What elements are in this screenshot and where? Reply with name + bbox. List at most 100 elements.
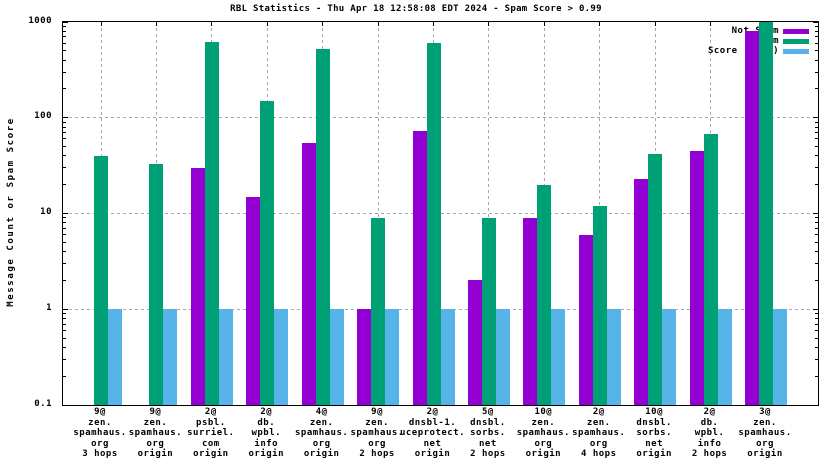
x-category-line: origin [193,449,229,459]
y-tick-label: 0.1 [34,398,52,409]
x-category-line: org [534,438,553,449]
y-tick-minor [815,375,818,377]
x-tick-top [599,22,601,26]
x-category-line: zen. [365,417,389,428]
y-tick-minor [815,50,818,52]
x-category-line: org [91,438,109,449]
y-tick-minor [815,126,818,128]
x-category-line: zen. [143,417,168,428]
x-category-line: 3@ [759,407,771,417]
x-tick-top [433,22,434,26]
x-category-line: 3 hops [82,449,118,459]
x-category-line: 4@ [315,407,328,417]
bar-score-0-1- [606,309,621,405]
y-tick-major [813,117,818,119]
y-tick-minor [63,146,66,148]
legend-swatch [783,49,809,54]
y-tick-minor [63,36,66,38]
x-tick-top [488,22,490,26]
y-tick-minor [63,30,66,32]
x-category-label: 2@ psbl. surriel. com origin [161,407,261,460]
y-tick-minor [815,329,818,331]
bar-not-spam [246,196,261,405]
legend-swatch [783,39,809,44]
x-category-label: 10@ zen. spamhaus. org origin [493,407,593,460]
x-category-line: net [479,438,497,449]
x-category-line: 5@ [481,407,494,417]
y-tick-minor [815,217,818,219]
gridline-vertical [377,22,379,405]
y-tick-minor [815,234,818,236]
y-tick-minor [815,167,818,169]
x-category-label: 9@ zen. spamhaus. org 2 hops [327,407,427,460]
x-category-label: 4@ zen. spamhaus. org origin [272,407,372,460]
y-tick-minor [63,217,66,219]
x-category-line: zen. [309,417,334,428]
y-tick-minor [815,121,818,123]
x-category-label: 5@ dnsbl. sorbs. net 2 hops [438,407,538,460]
x-category-line: spamhaus. [128,428,183,438]
y-tick-minor [63,88,66,90]
y-tick-minor [63,234,66,236]
x-category-line: origin [414,449,451,459]
x-category-label: 10@ dnsbl. sorbs. net origin [604,407,704,460]
bar-not-spam [412,131,427,405]
y-tick-minor [63,167,66,169]
x-category-line: spamhaus. [516,428,570,438]
x-category-line: db. [700,417,719,428]
y-tick-minor [815,358,818,360]
bar-score-0-1- [440,309,455,405]
bar-spam [648,153,663,405]
bar-score-0-1- [773,309,787,405]
y-tick-minor [63,227,66,229]
x-category-line: origin [525,449,562,459]
x-category-line: dnsbl-1. [408,417,457,428]
x-category-line: wpbl. [694,428,725,438]
bar-not-spam [190,167,205,405]
x-tick-top [211,22,213,26]
x-category-line: db. [257,417,276,428]
y-tick-minor [63,329,66,331]
x-category-line: org [146,438,165,449]
x-category-line: 10@ [534,407,553,417]
y-tick-minor [815,138,818,140]
x-category-line: dnsbl. [470,417,506,428]
x-tick-top [654,22,656,26]
y-tick-minor [63,59,66,61]
bar-score-0-1- [274,309,289,405]
y-tick-labels: 1000 100 10 1 0.1 [0,0,52,468]
x-category-label: 3@ zen. spamhaus. org origin [715,407,815,460]
x-tick-top [543,22,545,26]
x-category-line: spamhaus. [738,428,792,438]
x-category-line: 2 hops [691,449,728,459]
x-category-line: zen. [586,417,611,428]
x-category-line: spamhaus. [350,428,404,438]
x-category-line: 9@ [371,407,383,417]
y-tick-minor [815,71,818,73]
x-category-line: org [589,438,608,449]
y-tick-minor [815,36,818,38]
x-category-label: 2@ dnsbl-1. uceprotect. net origin [383,407,483,460]
y-tick-minor [63,263,66,265]
bar-spam [260,100,275,405]
y-tick-minor [63,121,66,123]
x-category-line: spamhaus. [73,428,127,438]
y-tick-major [63,21,68,23]
x-category-line: spamhaus. [295,428,349,438]
y-tick-minor [815,30,818,32]
x-category-label: 2@ db. wpbl. info origin [216,407,316,460]
x-tick-top [100,22,102,26]
gridline-vertical [488,22,490,405]
x-category-line: info [697,438,722,449]
legend-label: Not Spam [731,26,779,36]
bar-spam [204,41,219,405]
bar-not-spam [301,142,316,405]
x-category-line: info [254,438,279,449]
x-category-line: zen. [531,417,556,428]
x-category-line: origin [747,449,783,459]
x-category-line: 10@ [645,407,664,417]
y-tick-minor [63,251,66,253]
x-category-label: 9@ zen. spamhaus. org origin [105,407,205,460]
